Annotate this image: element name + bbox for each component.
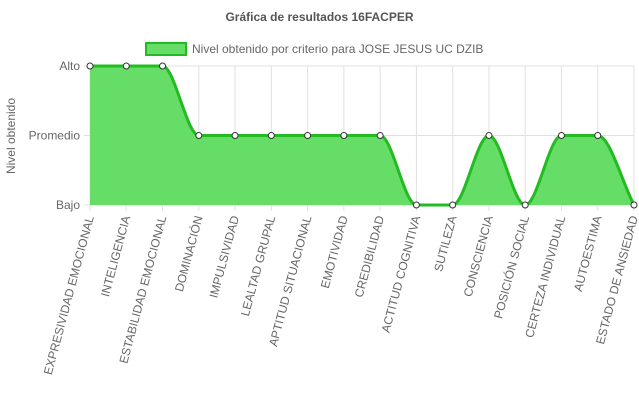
x-tick-label: IMPULSIVIDAD [207,214,243,300]
x-tick-label: POSICIÓN SOCIAL [490,214,532,321]
data-point[interactable] [159,62,167,70]
x-tick-label: DOMINACIÓN [171,214,206,293]
data-point[interactable] [304,132,312,139]
legend-label: Nivel obtenido por criterio para JOSE JE… [192,42,483,56]
y-axis-title: Nivel obtenido [4,98,18,174]
x-tick-label: CERTEZA INDIVIDUAL [522,214,568,339]
x-axis-ticks: EXPRESIVIDAD EMOCIONAL INTELIGENCIAESTABI… [41,214,639,377]
x-tick-label: CREDIBILIDAD [352,214,387,299]
data-points [86,62,638,209]
data-point[interactable] [630,201,638,209]
data-point[interactable] [86,62,94,70]
x-tick-label: SUTILEZA [431,214,459,273]
data-point[interactable] [340,132,348,139]
data-point[interactable] [485,132,493,139]
data-point[interactable] [449,201,457,209]
chart-title: Gráfica de resultados 16FACPER [225,10,413,24]
x-tick-label: CONSCIENCIA [461,214,496,298]
data-point[interactable] [412,201,420,209]
data-point[interactable] [594,132,602,139]
x-tick-label: EXPRESIVIDAD EMOCIONAL [41,214,97,376]
data-point[interactable] [521,201,529,209]
legend-swatch [145,42,187,56]
y-tick-label: Alto [59,59,80,73]
y-tick-label: Promedio [29,129,81,143]
data-point[interactable] [195,132,203,139]
y-tick-label: Bajo [56,198,80,212]
data-point[interactable] [122,62,130,70]
data-point[interactable] [557,132,565,139]
x-tick-label: ACTITUD COGNITIVA [379,214,424,334]
data-point[interactable] [231,132,239,139]
data-point[interactable] [267,132,275,139]
x-tick-label: EMOTIVIDAD [318,214,351,290]
y-axis-ticks: Bajo Promedio Alto [29,59,81,212]
legend[interactable]: Nivel obtenido por criterio para JOSE JE… [145,42,483,56]
x-tick-label: AUTOESTIMA [571,214,605,293]
x-tick-label: LEALTAD GRUPAL [238,214,278,318]
x-tick-label: INTELIGENCIA [98,214,133,298]
data-point[interactable] [376,132,384,139]
